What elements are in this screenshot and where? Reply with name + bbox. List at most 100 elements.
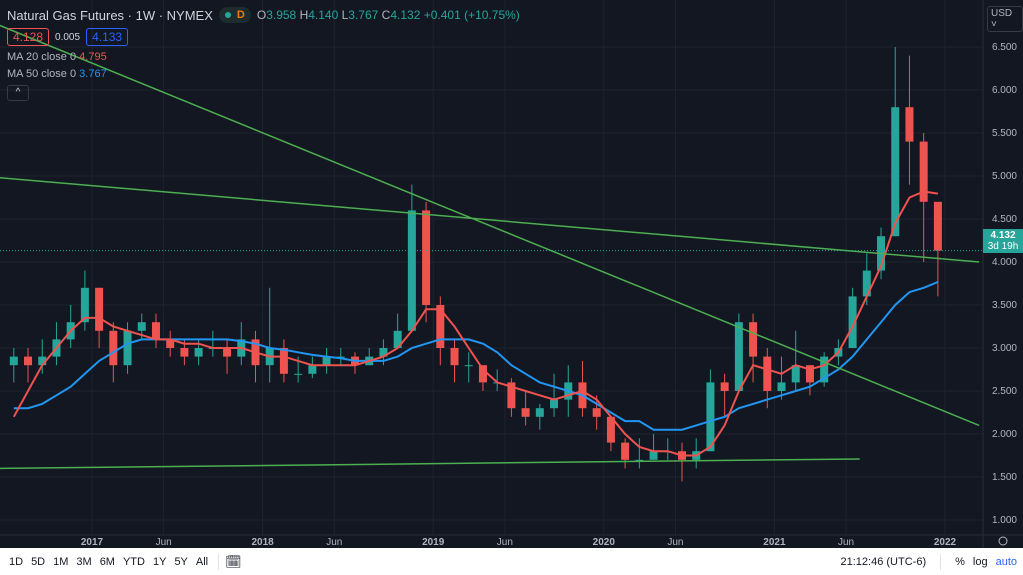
candle-body xyxy=(535,408,544,417)
candle xyxy=(422,201,431,323)
price-tick-label: 5.500 xyxy=(992,128,1017,139)
candle-body xyxy=(407,210,416,331)
price-tick-label: 1.000 xyxy=(992,515,1017,526)
candle-body xyxy=(393,330,402,348)
range-1d[interactable]: 1D xyxy=(9,555,24,568)
range-all[interactable]: All xyxy=(195,555,209,568)
buy-button[interactable]: 4.133 xyxy=(86,28,129,46)
candle-body xyxy=(9,356,18,366)
candle xyxy=(80,270,89,331)
sell-button[interactable]: 4.128 xyxy=(7,28,50,46)
range-3m[interactable]: 3M xyxy=(76,555,92,568)
candle-body xyxy=(905,107,914,142)
range-6m[interactable]: 6M xyxy=(99,555,115,568)
candle xyxy=(9,348,18,383)
clock-time[interactable]: 21:12:46 (UTC-6) xyxy=(840,555,927,568)
candle xyxy=(322,348,331,374)
price-tick-label: 6.000 xyxy=(992,85,1017,96)
candle-body xyxy=(635,459,644,461)
range-1m[interactable]: 1M xyxy=(53,555,69,568)
time-tick-label: 2022 xyxy=(934,537,957,548)
candle-body xyxy=(763,356,772,391)
calendar-goto-icon[interactable]: 🗓︎ xyxy=(225,553,242,569)
candle-body xyxy=(194,348,203,357)
candle-body xyxy=(450,348,459,366)
candle xyxy=(464,352,473,383)
candle xyxy=(606,416,615,452)
range-buttons: 1D 5D 1M 3M 6M YTD 1Y 5Y All xyxy=(5,556,212,568)
candle xyxy=(649,434,658,460)
collapse-legend-button[interactable]: ^ xyxy=(7,85,29,101)
price-chart[interactable]: 1.000 1.500 2.000 2.500 3.000 3.500 4.000 4.500… xyxy=(0,0,1023,548)
candle-body xyxy=(734,322,743,391)
ma20-legend[interactable]: MA 20 close 0 4.795 xyxy=(7,51,107,63)
settings-gear-icon[interactable] xyxy=(998,536,1008,546)
candle xyxy=(635,438,644,469)
price-tick-label: 1.500 xyxy=(992,472,1017,483)
candle xyxy=(621,438,630,469)
candle-body xyxy=(180,348,189,357)
data-mode-badge: D xyxy=(236,9,245,21)
candle-body xyxy=(820,356,829,383)
candle-body xyxy=(649,451,658,460)
candle xyxy=(521,391,530,426)
candle-body xyxy=(919,141,928,202)
candle xyxy=(720,373,729,417)
price-tick-label: 2.000 xyxy=(992,429,1017,440)
range-ytd[interactable]: YTD xyxy=(122,555,145,568)
candle xyxy=(436,296,445,366)
time-tick-label: Jun xyxy=(667,537,683,548)
candle xyxy=(450,339,459,383)
time-tick-label: Jun xyxy=(838,537,854,548)
candle-body xyxy=(848,296,857,348)
candle-body xyxy=(80,287,89,323)
candle-body xyxy=(223,348,232,357)
market-status-badge[interactable]: D xyxy=(218,7,251,23)
price-tick-label: 4.500 xyxy=(992,214,1017,225)
candle xyxy=(777,356,786,400)
change-value: +0.401 (+10.75%) xyxy=(423,8,520,22)
candle xyxy=(166,330,175,357)
candle xyxy=(763,348,772,409)
price-tick-label: 5.000 xyxy=(992,171,1017,182)
candle-body xyxy=(621,442,630,460)
candle xyxy=(223,339,232,374)
time-tick-label: 2021 xyxy=(763,537,786,548)
candle xyxy=(393,313,402,348)
candle xyxy=(38,339,47,374)
candle-body xyxy=(464,365,473,367)
candle-body xyxy=(279,348,288,374)
auto-scale-toggle[interactable]: auto xyxy=(995,555,1017,568)
candle xyxy=(706,369,715,452)
current-price-label: 4.132 3d 19h xyxy=(983,229,1023,253)
candle-body xyxy=(151,322,160,340)
price-tick-label: 6.500 xyxy=(992,42,1017,53)
currency-select[interactable]: USD ˅ xyxy=(987,6,1023,32)
candle-body xyxy=(294,373,303,375)
candle-body xyxy=(891,107,900,237)
candle-body xyxy=(436,305,445,348)
ma20-line xyxy=(12,190,939,457)
candle-body xyxy=(478,365,487,383)
market-open-dot-icon xyxy=(224,12,231,18)
candle xyxy=(905,55,914,185)
candle xyxy=(151,313,160,348)
time-tick-label: Jun xyxy=(326,537,342,548)
symbol-title[interactable]: Natural Gas Futures · 1W · NYMEX xyxy=(7,7,213,23)
candle-body xyxy=(308,365,317,374)
price-tick-label: 2.500 xyxy=(992,386,1017,397)
candle xyxy=(891,47,900,237)
time-tick-label: 2017 xyxy=(81,537,104,548)
time-tick-label: 2020 xyxy=(593,537,616,548)
candle-body xyxy=(507,382,516,409)
range-5y[interactable]: 5Y xyxy=(174,555,188,568)
log-scale-toggle[interactable]: log xyxy=(972,555,988,568)
range-1y[interactable]: 1Y xyxy=(152,555,167,568)
spread-value: 0.005 xyxy=(55,31,81,43)
range-5d[interactable]: 5D xyxy=(31,555,46,568)
chart-legend: Natural Gas Futures · 1W · NYMEX D O3.95… xyxy=(7,6,520,101)
candle-body xyxy=(706,382,715,452)
ma50-legend[interactable]: MA 50 close 0 3.767 xyxy=(7,68,107,80)
candle xyxy=(848,287,857,348)
percent-scale-toggle[interactable]: % xyxy=(955,555,965,568)
